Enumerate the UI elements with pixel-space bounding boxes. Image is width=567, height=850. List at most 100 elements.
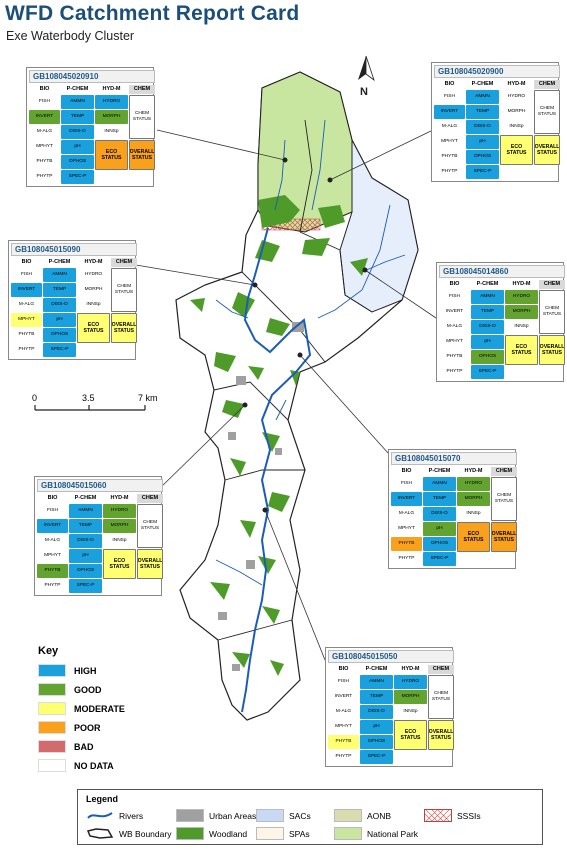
bio-cell: INVERT [29,110,60,124]
pchem-cell: TEMP [471,305,504,319]
hydm-cell: HYDRO [394,675,427,689]
bio-header: BIO [391,467,422,476]
map-legend: Legend Rivers WB Boundary Urban Areas Wo… [77,789,543,845]
hydm-cell: MORPH [505,305,538,319]
bio-cell: INVERT [391,492,422,506]
bio-header: BIO [29,85,60,94]
key-swatch [38,740,66,753]
pchem-cell: DISS-O [69,534,102,548]
bio-header: BIO [37,494,68,503]
hydm-cell: MORPH [394,690,427,704]
pchem-cell: AMMN [466,90,499,104]
pchem-header: P-CHEM [466,80,499,89]
hydm-header: HYD-M [394,665,427,674]
pchem-cell: pH [471,335,504,349]
card-id: GB108045015060 [37,479,163,492]
woodland-swatch [176,827,204,840]
card-id: GB108045015050 [328,650,454,663]
bio-cell: PHYTB [328,735,359,749]
bio-cell: M-ALG [328,705,359,719]
key-title: Key [38,645,59,657]
bio-cell: FISH [434,90,465,104]
legend-label: SPAs [289,828,310,839]
bio-cell: FISH [391,477,422,491]
hydm-cell: HYDRO [457,477,490,491]
key-swatch [38,721,66,734]
overall-status-cell: OVERALL STATUS [428,720,454,750]
aonb-swatch [334,809,362,822]
page-title: WFD Catchment Report Card [5,2,300,25]
pchem-cell: AMMN [43,268,76,282]
key-item: NO DATA [38,759,114,772]
report-card: GB108045015090 BIO FISH INVERT M-ALG MPHYT PHY… [8,240,137,360]
legend-item-urban: Urban Areas [176,809,256,822]
pchem-cell: SPEC-P [360,750,393,764]
report-card: GB108045020900 BIO FISH INVERT M-ALG MPHYT PHY… [431,62,560,182]
chem-header: CHEM [137,494,163,503]
bio-cell: PHYTB [29,155,60,169]
legend-item-national-park: National Park [334,827,418,840]
pchem-cell: DISS-O [360,705,393,719]
key-swatch [38,759,66,772]
hydm-cell: MORPH [500,105,533,119]
eco-status-cell: ECO STATUS [457,522,490,552]
bio-cell: INVERT [434,105,465,119]
scale-label-end: 7 km [138,393,158,403]
pchem-cell: TEMP [423,492,456,506]
pchem-cell: pH [61,140,94,154]
bio-cell: MPHYT [434,135,465,149]
report-card: GB108045015070 BIO FISH INVERT M-ALG MPHYT PHY… [388,449,517,569]
hydm-cell: HYDRO [505,290,538,304]
page-subtitle: Exe Waterbody Cluster [6,29,135,43]
scale-bar: 0 3.5 7 km [32,393,158,416]
hydm-cell: INNSp [394,705,427,719]
pchem-cell: OPHOS [471,350,504,364]
chem-header: CHEM [111,258,137,267]
sac-swatch [256,809,284,822]
bio-cell: PHYTP [391,552,422,566]
pchem-header: P-CHEM [69,494,102,503]
bio-cell: M-ALG [391,507,422,521]
pchem-cell: pH [43,313,76,327]
hydm-cell: INNSp [500,120,533,134]
pchem-cell: AMMN [471,290,504,304]
pchem-header: P-CHEM [423,467,456,476]
pchem-cell: SPEC-P [423,552,456,566]
pchem-cell: AMMN [423,477,456,491]
bio-cell: FISH [11,268,42,282]
hydm-header: HYD-M [457,467,490,476]
pchem-header: P-CHEM [471,280,504,289]
key-swatch [38,683,66,696]
bio-cell: PHYTB [434,150,465,164]
chem-header: CHEM [129,85,155,94]
bio-header: BIO [328,665,359,674]
chem-status-cell: CHEM STATUS [428,675,454,719]
bio-cell: MPHYT [391,522,422,536]
bio-cell: PHYTB [391,537,422,551]
bio-cell: MPHYT [37,549,68,563]
hydm-cell: HYDRO [103,504,136,518]
key-item: HIGH [38,664,97,677]
bio-cell: M-ALG [29,125,60,139]
pchem-cell: OPHOS [61,155,94,169]
pchem-cell: TEMP [61,110,94,124]
pchem-cell: pH [423,522,456,536]
report-card: GB108045015050 BIO FISH INVERT M-ALG MPHYT PHY… [325,647,454,767]
key-swatch [38,702,66,715]
north-arrow-icon [358,55,375,82]
key-label: GOOD [74,684,102,695]
key-label: NO DATA [74,760,114,771]
bio-cell: PHYTP [29,170,60,184]
hydm-header: HYD-M [95,85,128,94]
bio-cell: PHYTP [37,579,68,593]
bio-cell: PHYTP [328,750,359,764]
report-card: GB108045015060 BIO FISH INVERT M-ALG MPHYT PHY… [34,476,163,596]
chem-status-cell: CHEM STATUS [491,477,517,521]
national-park-swatch [334,827,362,840]
hydm-cell: INNSp [77,298,110,312]
bio-cell: INVERT [37,519,68,533]
bio-cell: MPHYT [328,720,359,734]
pchem-cell: pH [360,720,393,734]
pchem-cell: SPEC-P [466,165,499,179]
